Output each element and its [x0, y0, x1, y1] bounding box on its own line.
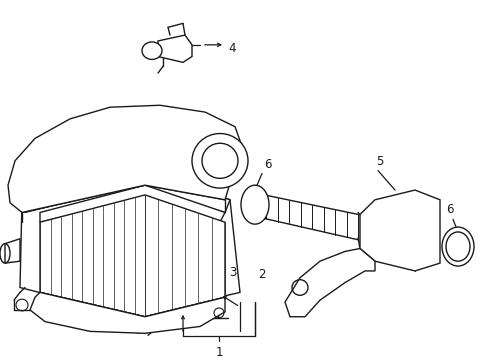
- Ellipse shape: [142, 42, 162, 59]
- Polygon shape: [359, 190, 439, 271]
- Text: 4: 4: [227, 42, 235, 55]
- Text: 1: 1: [215, 346, 223, 359]
- Ellipse shape: [241, 185, 268, 224]
- Polygon shape: [20, 171, 240, 317]
- Polygon shape: [30, 292, 224, 333]
- Text: 6: 6: [446, 203, 453, 216]
- Text: 5: 5: [376, 155, 383, 168]
- Text: 6: 6: [264, 158, 271, 171]
- Ellipse shape: [192, 134, 247, 188]
- Polygon shape: [158, 35, 192, 62]
- Text: 2: 2: [258, 268, 265, 281]
- Ellipse shape: [441, 227, 473, 266]
- Polygon shape: [22, 171, 229, 212]
- Polygon shape: [8, 105, 242, 212]
- Polygon shape: [40, 195, 224, 317]
- Polygon shape: [285, 248, 374, 317]
- Polygon shape: [5, 239, 20, 263]
- Text: 3: 3: [229, 266, 237, 279]
- Polygon shape: [40, 185, 224, 222]
